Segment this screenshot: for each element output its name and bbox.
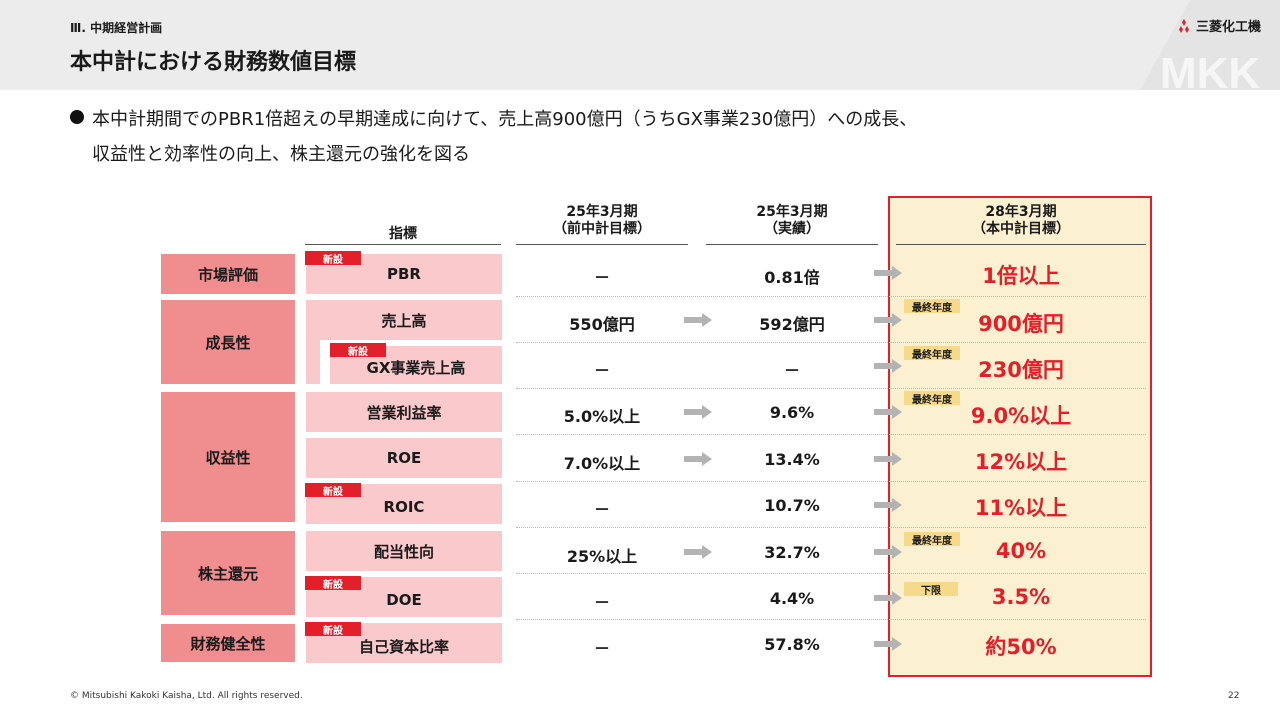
- arrow-right-icon: [684, 405, 712, 419]
- header-prev-plan-line1: 25年3月期: [566, 204, 638, 220]
- header-target: 28年3月期 （本中計目標）: [896, 204, 1146, 238]
- arrow-right-icon: [874, 313, 902, 327]
- prev-value-payout-ratio: 25%以上: [566, 547, 638, 566]
- new-badge: 新設: [305, 622, 361, 637]
- row-separator: [516, 573, 1146, 574]
- header-target-line1: 28年3月期: [985, 204, 1057, 220]
- new-badge: 新設: [305, 483, 361, 498]
- arrow-right-icon: [874, 452, 902, 466]
- final-year-tag: 最終年度: [904, 346, 960, 361]
- header-indicator: 指標: [389, 226, 417, 242]
- actual-value-roic: 10.7%: [764, 496, 820, 515]
- indicator-sub-bracket: [306, 340, 320, 384]
- row-separator: [516, 481, 1146, 482]
- actual-value-doe: 4.4%: [769, 589, 815, 608]
- indicator-operating-margin: 営業利益率: [306, 392, 502, 432]
- header-underline: [305, 244, 501, 245]
- category-shareholder-return: 株主還元: [161, 531, 295, 615]
- new-badge: 新設: [305, 251, 361, 266]
- arrow-right-icon: [874, 545, 902, 559]
- arrow-right-icon: [874, 591, 902, 605]
- target-column-box: [888, 196, 1152, 677]
- svg-text:MKK: MKK: [1160, 49, 1260, 90]
- indicator-sales: 売上高: [306, 300, 502, 340]
- logo-text: 三菱化工機: [1196, 20, 1262, 35]
- header-actual-line2: （実績）: [764, 221, 820, 237]
- category-growth: 成長性: [161, 300, 295, 384]
- target-value-payout-ratio: 40%: [995, 539, 1047, 563]
- target-value-roic: 11%以上: [974, 496, 1068, 520]
- target-value-sales: 900億円: [978, 312, 1064, 336]
- target-value-roe: 12%以上: [974, 450, 1068, 474]
- arrow-right-icon: [874, 266, 902, 280]
- actual-value-equity-ratio: 57.8%: [764, 635, 820, 654]
- summary-line-1: 本中計期間でのPBR1倍超えの早期達成に向けて、売上高900億円（うちGX事業2…: [92, 109, 918, 130]
- mkk-watermark: MKK: [1140, 0, 1280, 90]
- new-badge: 新設: [330, 343, 386, 358]
- target-value-operating-margin: 9.0%以上: [970, 404, 1072, 428]
- arrow-right-icon: [874, 359, 902, 373]
- category-financial-health: 財務健全性: [161, 624, 295, 662]
- new-badge: 新設: [305, 576, 361, 591]
- header-actual: 25年3月期 （実績）: [706, 204, 878, 238]
- header-underline: [896, 244, 1146, 245]
- bullet-icon: [70, 110, 84, 124]
- three-diamonds-icon: [1179, 18, 1189, 33]
- prev-value-doe: －: [593, 593, 610, 612]
- row-separator: [516, 619, 1146, 620]
- prev-value-gx-sales: －: [593, 361, 610, 380]
- arrow-right-icon: [874, 498, 902, 512]
- prev-value-roic: －: [593, 500, 610, 519]
- company-logo: 三菱化工機: [1176, 16, 1261, 35]
- category-market: 市場評価: [161, 254, 295, 294]
- header-actual-line1: 25年3月期: [756, 204, 828, 220]
- page-number: 22: [1228, 691, 1240, 701]
- actual-value-operating-margin: 9.6%: [769, 403, 815, 422]
- final-year-tag: 最終年度: [904, 532, 960, 547]
- page-title: 本中計における財務数値目標: [70, 50, 357, 75]
- final-year-tag: 最終年度: [904, 391, 960, 406]
- actual-value-payout-ratio: 32.7%: [764, 543, 820, 562]
- target-value-gx-sales: 230億円: [978, 358, 1064, 382]
- row-separator: [516, 342, 1146, 343]
- indicator-roe: ROE: [306, 438, 502, 478]
- prev-value-pbr: －: [593, 268, 610, 287]
- header-prev-plan: 25年3月期 （前中計目標）: [516, 204, 688, 238]
- prev-value-sales: 550億円: [569, 315, 635, 334]
- row-separator: [516, 388, 1146, 389]
- row-separator: [516, 434, 1146, 435]
- indicator-payout-ratio: 配当性向: [306, 531, 502, 571]
- header-prev-plan-line2: （前中計目標）: [553, 221, 651, 237]
- row-separator: [516, 296, 1146, 297]
- target-value-equity-ratio: 約50%: [985, 635, 1057, 659]
- arrow-right-icon: [874, 637, 902, 651]
- arrow-right-icon: [874, 405, 902, 419]
- section-label: Ⅲ. 中期経営計画: [70, 21, 163, 35]
- actual-value-gx-sales: －: [783, 361, 800, 380]
- row-separator: [516, 527, 1146, 528]
- final-year-tag: 最終年度: [904, 299, 960, 314]
- header-band: MKK: [0, 0, 1280, 90]
- category-profitability: 収益性: [161, 392, 295, 522]
- copyright-footer: © Mitsubishi Kakoki Kaisha, Ltd. All rig…: [70, 691, 303, 701]
- actual-value-roe: 13.4%: [764, 450, 820, 469]
- prev-value-operating-margin: 5.0%以上: [563, 407, 641, 426]
- arrow-right-icon: [684, 452, 712, 466]
- lower-limit-tag: 下限: [904, 582, 958, 597]
- header-underline: [706, 244, 878, 245]
- prev-value-roe: 7.0%以上: [563, 454, 641, 473]
- target-value-pbr: 1倍以上: [982, 264, 1060, 288]
- arrow-right-icon: [684, 313, 712, 327]
- header-target-line2: （本中計目標）: [972, 221, 1070, 237]
- actual-value-pbr: 0.81倍: [764, 268, 820, 287]
- header-underline: [516, 244, 688, 245]
- summary-line-2: 収益性と効率性の向上、株主還元の強化を図る: [92, 144, 470, 165]
- actual-value-sales: 592億円: [759, 315, 825, 334]
- indicator-doe: DOE: [306, 577, 502, 617]
- target-value-doe: 3.5%: [991, 585, 1051, 609]
- arrow-right-icon: [684, 545, 712, 559]
- prev-value-equity-ratio: －: [593, 639, 610, 658]
